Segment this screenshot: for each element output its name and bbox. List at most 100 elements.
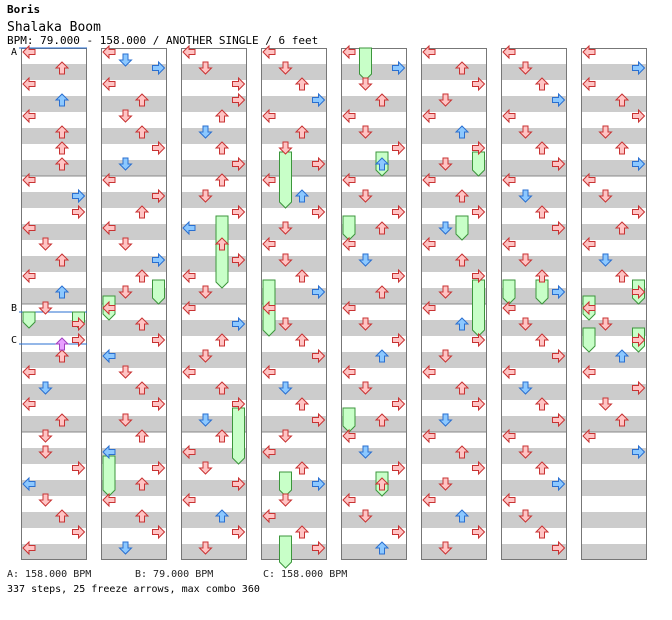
stripe-band (21, 384, 87, 400)
stripe-band (181, 320, 247, 336)
left-arrow-note (502, 300, 516, 316)
stripe-band (21, 224, 87, 240)
stripe-band (101, 96, 167, 112)
left-arrow-note (502, 44, 516, 60)
up-arrow-note (534, 205, 550, 219)
stripe-band (341, 320, 407, 336)
stripe-band (181, 192, 247, 208)
stripe-band (501, 224, 567, 240)
right-arrow-note (152, 60, 166, 76)
up-arrow-note (534, 77, 550, 91)
stripe-band (341, 192, 407, 208)
up-arrow-note (134, 429, 150, 443)
down-arrow-note (278, 381, 293, 395)
up-arrow-note (374, 285, 390, 299)
left-arrow-note (422, 492, 436, 508)
right-arrow-note (632, 380, 646, 396)
right-arrow-note (632, 108, 646, 124)
stripe-band (261, 320, 327, 336)
left-arrow-note (502, 364, 516, 380)
up-arrow-note (374, 541, 390, 555)
down-arrow-note (118, 109, 133, 123)
left-arrow-note (582, 76, 596, 92)
stripe-band (101, 64, 167, 80)
right-arrow-note (72, 460, 86, 476)
stripe-band (581, 448, 647, 464)
marker-b-label: B (11, 303, 18, 314)
stripe-band (341, 416, 407, 432)
stripe-band (261, 256, 327, 272)
left-arrow-note (22, 108, 36, 124)
right-arrow-note (232, 76, 246, 92)
left-arrow-note (502, 492, 516, 508)
down-arrow-note (358, 509, 373, 523)
down-arrow-note (198, 541, 213, 555)
right-arrow-note (552, 220, 566, 236)
up-arrow-note (614, 269, 630, 283)
stripe-band (181, 224, 247, 240)
down-arrow-note (278, 493, 293, 507)
up-arrow-note (134, 93, 150, 107)
right-arrow-note (312, 92, 326, 108)
freeze-arrow (535, 279, 549, 305)
down-arrow-note (198, 61, 213, 75)
up-arrow-note (54, 509, 70, 523)
left-arrow-note (342, 44, 356, 60)
right-arrow-note (232, 316, 246, 332)
up-arrow-note (454, 253, 470, 267)
stripe-band (341, 256, 407, 272)
stripe-band (421, 544, 487, 560)
down-arrow-note (278, 61, 293, 75)
stripe-band (21, 256, 87, 272)
stripe-band (101, 544, 167, 560)
stripe-band (421, 160, 487, 176)
freeze-arrow (279, 471, 292, 497)
stripe-band (421, 64, 487, 80)
down-arrow-note (118, 237, 133, 251)
right-arrow-note (72, 332, 86, 348)
right-arrow-note (552, 412, 566, 428)
stripe-band (501, 288, 567, 304)
freeze-arrow (152, 279, 165, 305)
down-arrow-note (518, 189, 533, 203)
stripe-band (341, 224, 407, 240)
right-arrow-note (392, 140, 406, 156)
up-arrow-note (374, 413, 390, 427)
stripe-band (341, 160, 407, 176)
up-arrow-note (134, 125, 150, 139)
up-arrow-note (54, 413, 70, 427)
up-arrow-note (54, 61, 70, 75)
stripe-band (341, 64, 407, 80)
up-arrow-note (614, 349, 630, 363)
right-arrow-note (312, 284, 326, 300)
down-arrow-note (198, 285, 213, 299)
right-arrow-note (472, 204, 486, 220)
stripe-band (501, 544, 567, 560)
up-arrow-note (294, 189, 310, 203)
stripe-band (261, 512, 327, 528)
stripe-band (101, 416, 167, 432)
down-arrow-note (38, 493, 53, 507)
stripe-band (21, 416, 87, 432)
right-arrow-note (152, 524, 166, 540)
left-arrow-note (262, 300, 276, 316)
up-arrow-note (614, 141, 630, 155)
up-arrow-note (534, 525, 550, 539)
right-arrow-note (152, 396, 166, 412)
up-arrow-note (214, 333, 230, 347)
down-arrow-note (38, 445, 53, 459)
down-arrow-note (278, 221, 293, 235)
stripe-band (581, 224, 647, 240)
freeze-arrow (22, 311, 36, 329)
up-arrow-note (54, 141, 70, 155)
down-arrow-note (118, 413, 133, 427)
stripe-band (421, 192, 487, 208)
left-arrow-note (342, 428, 356, 444)
song-title: Shalaka Boom (7, 20, 101, 35)
left-arrow-note (102, 220, 116, 236)
down-arrow-note (358, 253, 373, 267)
stripe-band (421, 448, 487, 464)
stripe-band (21, 128, 87, 144)
right-arrow-note (552, 348, 566, 364)
bpm-legend-c: C: 158.000 BPM (263, 569, 348, 580)
